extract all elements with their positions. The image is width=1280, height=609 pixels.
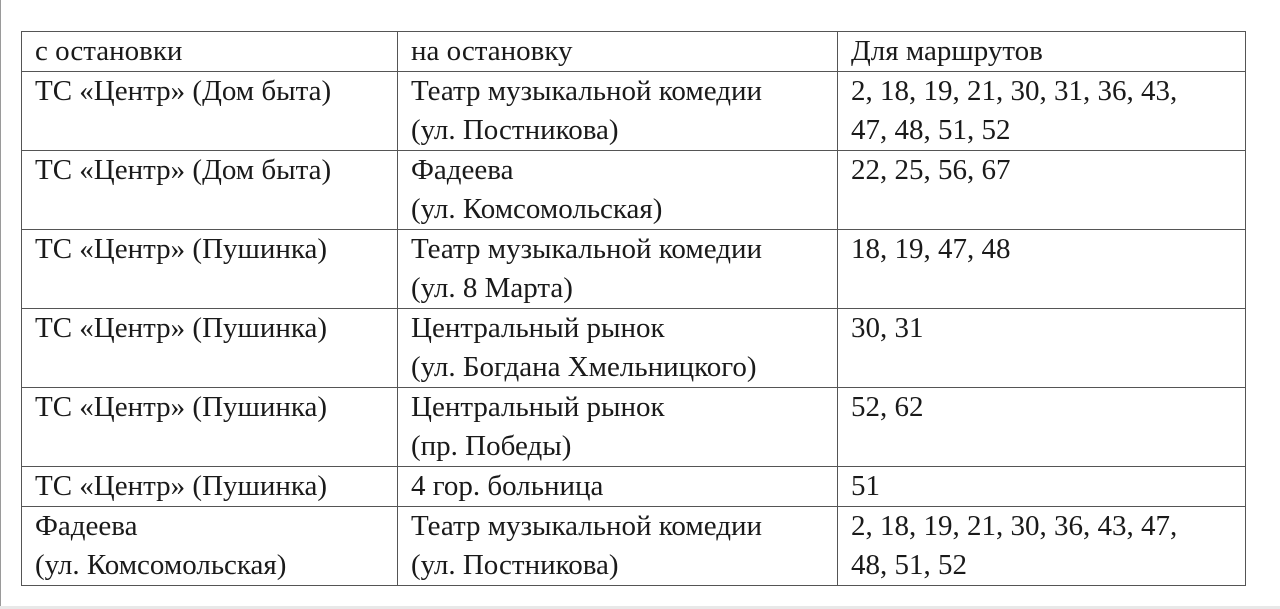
table-row: ТС «Центр» (Дом быта) Театр музыкальной … xyxy=(21,71,1246,151)
cell-routes: 52, 62 xyxy=(837,387,1246,467)
cell-to: Театр музыкальной комедии (ул. Постников… xyxy=(397,71,838,151)
cell-routes: 51 xyxy=(837,466,1246,507)
cell-routes: 2, 18, 19, 21, 30, 36, 43, 47, 48, 51, 5… xyxy=(837,506,1246,586)
cell-to: Театр музыкальной комедии (ул. Постников… xyxy=(397,506,838,586)
header-from-stop: с остановки xyxy=(21,31,398,72)
table-row: ТС «Центр» (Пушинка) Центральный рынок (… xyxy=(21,387,1246,467)
table-row: ТС «Центр» (Пушинка) Центральный рынок (… xyxy=(21,308,1246,388)
cell-routes: 2, 18, 19, 21, 30, 31, 36, 43, 47, 48, 5… xyxy=(837,71,1246,151)
cell-from: ТС «Центр» (Пушинка) xyxy=(21,466,398,507)
cell-from: ТС «Центр» (Дом быта) xyxy=(21,71,398,151)
routes-table: с остановки на остановку Для маршрутов Т… xyxy=(21,31,1246,586)
table-header-row: с остановки на остановку Для маршрутов xyxy=(21,31,1246,72)
table-row: ТС «Центр» (Дом быта) Фадеева (ул. Комсо… xyxy=(21,150,1246,230)
page-bottom-edge xyxy=(0,606,1280,609)
cell-from: ТС «Центр» (Пушинка) xyxy=(21,229,398,309)
cell-from: ТС «Центр» (Пушинка) xyxy=(21,308,398,388)
cell-routes: 30, 31 xyxy=(837,308,1246,388)
cell-from: ТС «Центр» (Пушинка) xyxy=(21,387,398,467)
header-to-stop: на остановку xyxy=(397,31,838,72)
cell-routes: 18, 19, 47, 48 xyxy=(837,229,1246,309)
cell-to: Центральный рынок (пр. Победы) xyxy=(397,387,838,467)
header-routes: Для маршрутов xyxy=(837,31,1246,72)
table-row: Фадеева (ул. Комсомольская) Театр музыка… xyxy=(21,506,1246,586)
cell-routes: 22, 25, 56, 67 xyxy=(837,150,1246,230)
cell-to: Театр музыкальной комедии (ул. 8 Марта) xyxy=(397,229,838,309)
table-row: ТС «Центр» (Пушинка) Театр музыкальной к… xyxy=(21,229,1246,309)
cell-to: Центральный рынок (ул. Богдана Хмельницк… xyxy=(397,308,838,388)
cell-to: 4 гор. больница xyxy=(397,466,838,507)
page-edge xyxy=(0,0,1,609)
table-row: ТС «Центр» (Пушинка) 4 гор. больница 51 xyxy=(21,466,1246,507)
cell-from: Фадеева (ул. Комсомольская) xyxy=(21,506,398,586)
cell-to: Фадеева (ул. Комсомольская) xyxy=(397,150,838,230)
cell-from: ТС «Центр» (Дом быта) xyxy=(21,150,398,230)
